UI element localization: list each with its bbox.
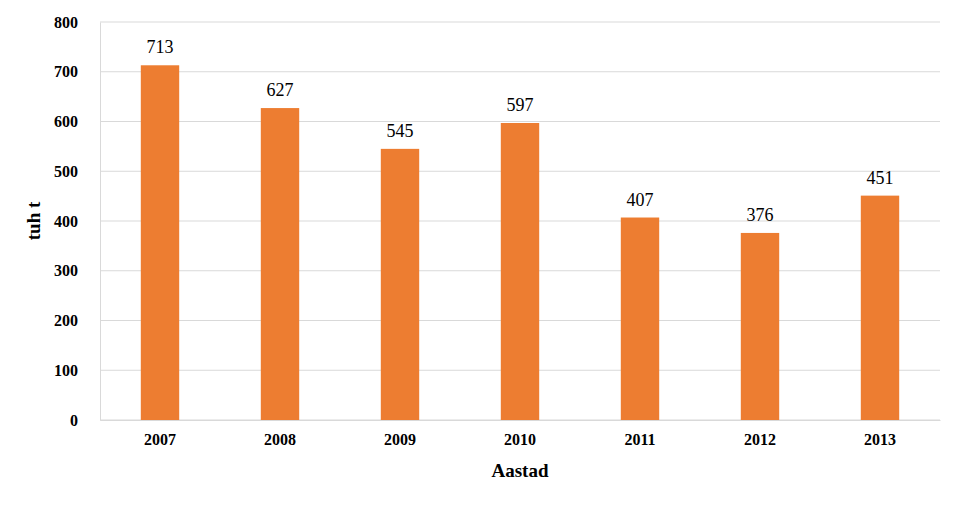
y-tick-label: 800 bbox=[54, 14, 78, 31]
data-label: 407 bbox=[627, 190, 654, 210]
bar bbox=[141, 65, 179, 420]
y-tick-label: 600 bbox=[54, 113, 78, 130]
y-tick: 600 bbox=[54, 113, 100, 130]
grid-line bbox=[100, 22, 940, 23]
y-tick-label: 0 bbox=[70, 412, 78, 429]
y-tick-label: 300 bbox=[54, 262, 78, 279]
bar bbox=[621, 218, 659, 420]
x-tick: 2007 bbox=[144, 420, 176, 448]
x-tick: 2010 bbox=[504, 420, 536, 448]
y-tick-label: 500 bbox=[54, 163, 78, 180]
y-tick-label: 200 bbox=[54, 312, 78, 329]
y-tick-label: 700 bbox=[54, 63, 78, 80]
data-labels: 713 627 545 597 407 376 451 bbox=[147, 37, 894, 225]
chart-container: 0 100 200 300 400 500 600 700 800 2007 2008 2009 201… bbox=[0, 0, 966, 508]
data-label: 713 bbox=[147, 37, 174, 57]
bar bbox=[261, 108, 299, 420]
y-tick: 100 bbox=[54, 362, 100, 379]
data-label: 627 bbox=[267, 80, 294, 100]
x-tick-label: 2011 bbox=[624, 431, 655, 448]
y-tick: 800 bbox=[54, 14, 100, 31]
grid bbox=[100, 22, 940, 420]
data-label: 545 bbox=[387, 121, 414, 141]
y-tick-label: 400 bbox=[54, 213, 78, 230]
data-label: 597 bbox=[507, 95, 534, 115]
x-tick-label: 2013 bbox=[864, 431, 896, 448]
grid-line bbox=[100, 71, 940, 72]
y-tick: 0 bbox=[70, 412, 100, 429]
x-tick-label: 2007 bbox=[144, 431, 176, 448]
y-tick: 300 bbox=[54, 262, 100, 279]
data-label: 376 bbox=[747, 205, 774, 225]
bar bbox=[381, 149, 419, 420]
y-tick: 400 bbox=[54, 213, 100, 230]
x-tick-label: 2010 bbox=[504, 431, 536, 448]
x-axis: 2007 2008 2009 2010 2011 2012 2013 bbox=[101, 420, 941, 448]
x-tick: 2012 bbox=[744, 420, 776, 448]
x-tick-label: 2008 bbox=[264, 431, 296, 448]
x-tick: 2009 bbox=[384, 420, 416, 448]
x-tick-label: 2009 bbox=[384, 431, 416, 448]
grid-line bbox=[100, 121, 940, 122]
x-tick: 2011 bbox=[624, 420, 655, 448]
y-axis: 0 100 200 300 400 500 600 700 800 bbox=[54, 14, 101, 429]
y-tick: 200 bbox=[54, 312, 100, 329]
x-tick-label: 2012 bbox=[744, 431, 776, 448]
data-label: 451 bbox=[867, 168, 894, 188]
chart-svg: 0 100 200 300 400 500 600 700 800 2007 2008 2009 201… bbox=[0, 0, 966, 508]
y-tick-label: 100 bbox=[54, 362, 78, 379]
y-tick: 500 bbox=[54, 163, 100, 180]
bar bbox=[501, 123, 539, 420]
x-tick: 2013 bbox=[864, 420, 896, 448]
y-axis-title: tuh t bbox=[23, 201, 44, 240]
y-tick: 700 bbox=[54, 63, 100, 80]
y-axis-line bbox=[100, 23, 101, 421]
bar bbox=[861, 196, 899, 420]
bar bbox=[741, 233, 779, 420]
x-axis-title: Aastad bbox=[491, 460, 548, 481]
bars bbox=[141, 65, 899, 420]
x-axis-line bbox=[101, 420, 941, 421]
x-tick: 2008 bbox=[264, 420, 296, 448]
